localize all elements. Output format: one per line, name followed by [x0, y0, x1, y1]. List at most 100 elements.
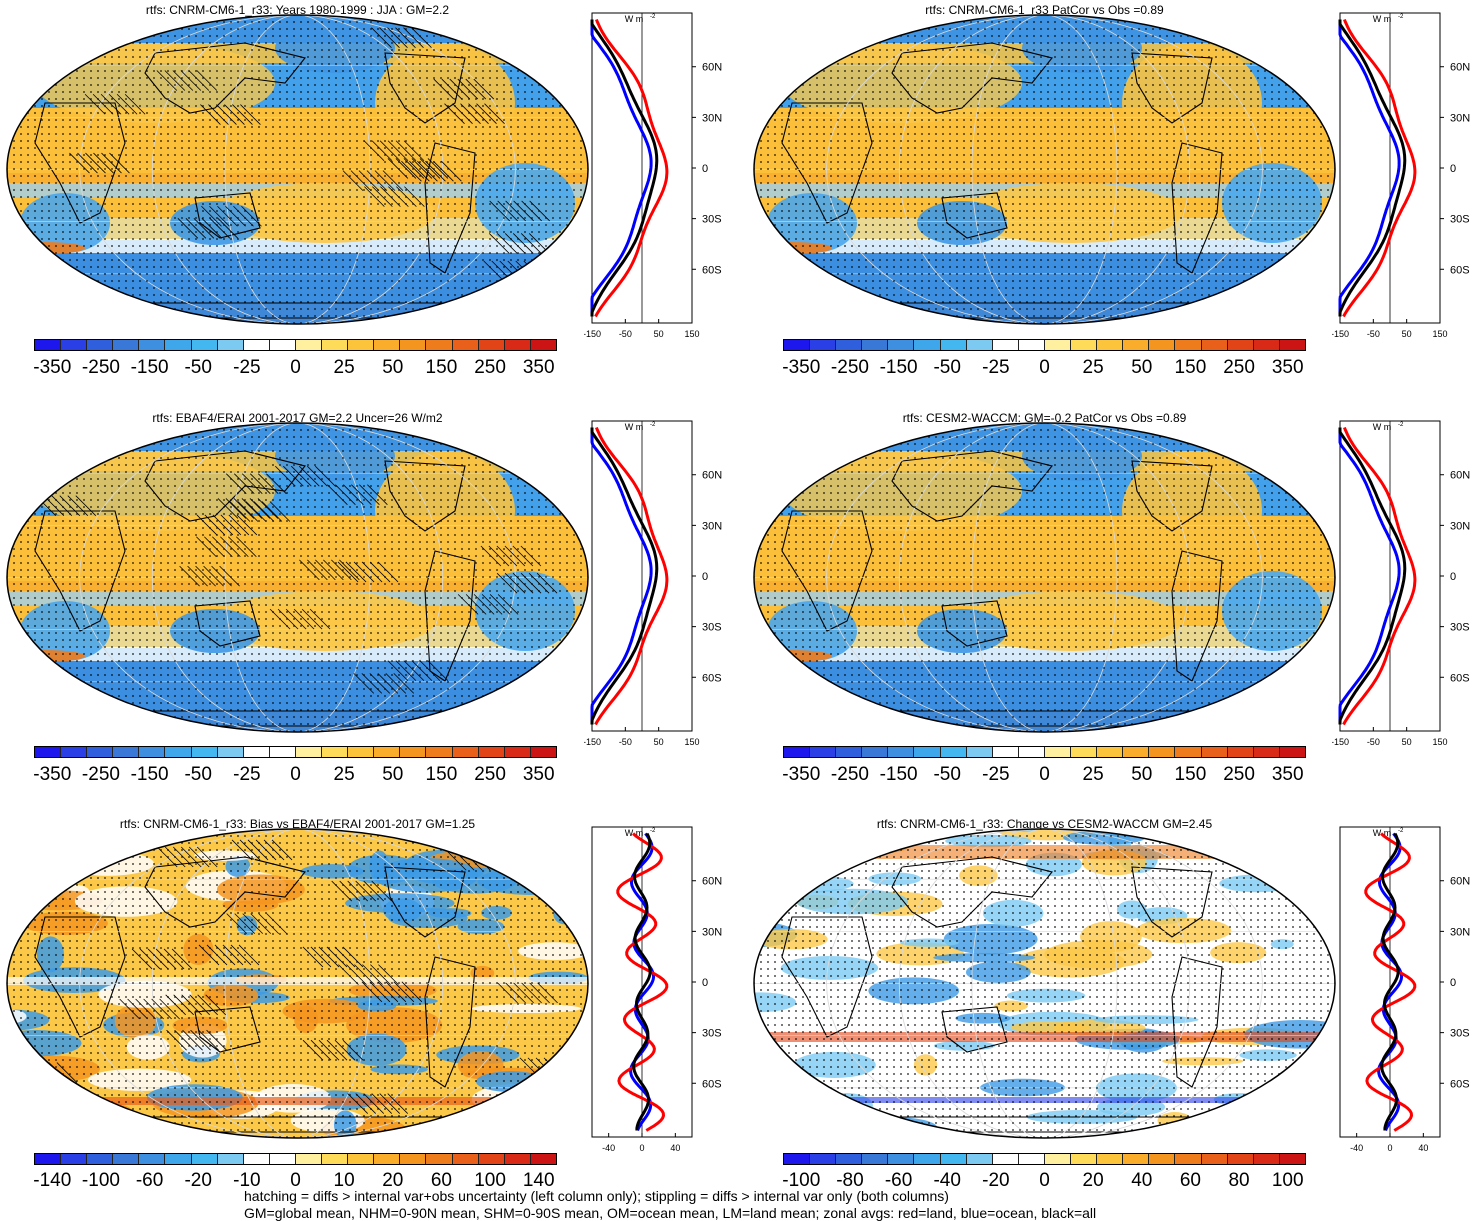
latitude-tick-label: 30S — [702, 1028, 722, 1040]
latitude-tick-label: 0 — [1450, 163, 1456, 175]
latitude-tick-label: 0 — [702, 977, 708, 989]
zonal-land-curve — [1364, 832, 1417, 1132]
colorbar-swatch — [1175, 1154, 1202, 1164]
zonal-land-curve — [594, 18, 669, 318]
colorbar-swatch — [426, 1154, 453, 1164]
colorbar-swatch — [862, 1154, 889, 1164]
colorbar-tick-label: -250 — [81, 764, 120, 785]
latitude-tick-label: 60S — [1450, 264, 1470, 276]
colorbar-swatch — [217, 1154, 244, 1164]
colorbar-tick-label: -150 — [130, 357, 169, 378]
global-map — [6, 828, 589, 1139]
zonal-tick-label: 0 — [1387, 1143, 1392, 1153]
colorbar-swatch — [862, 747, 889, 757]
colorbar-swatch — [862, 340, 889, 350]
colorbar-tick-label: 10 — [333, 1170, 355, 1191]
latitude-tick-label: 0 — [702, 163, 708, 175]
colorbar-swatch — [966, 340, 993, 350]
colorbar-swatch — [35, 1154, 62, 1164]
colorbar — [34, 1153, 557, 1165]
colorbar-swatch — [992, 340, 1019, 350]
colorbar-swatch — [1018, 747, 1045, 757]
colorbar-swatch — [784, 1154, 811, 1164]
colorbar-swatch — [888, 340, 915, 350]
colorbar-swatch — [452, 1154, 479, 1164]
latitude-tick-label: 60S — [702, 672, 722, 684]
colorbar-swatch — [87, 340, 114, 350]
colorbar-tick-label: 350 — [522, 764, 555, 785]
colorbar-tick-label: 0 — [1039, 764, 1050, 785]
colorbar-swatch — [374, 1154, 401, 1164]
colorbar-swatch — [504, 1154, 531, 1164]
colorbar-swatch — [478, 340, 505, 350]
zonal-tick-label: 50 — [654, 329, 664, 339]
colorbar-swatch — [87, 747, 114, 757]
colorbar-swatch — [1123, 1154, 1150, 1164]
colorbar-swatch — [1097, 1154, 1124, 1164]
latitude-tick-label: 60N — [702, 470, 722, 482]
latitude-tick-label: 30S — [702, 214, 722, 226]
colorbar-swatch — [1201, 1154, 1228, 1164]
colorbar-swatch — [940, 1154, 967, 1164]
latitude-tick-label: 0 — [1450, 977, 1456, 989]
colorbar-swatch — [914, 747, 941, 757]
caption-line-2: GM=global mean, NHM=0-90N mean, SHM=0-90… — [244, 1205, 1097, 1221]
colorbar-tick-label: 60 — [430, 1170, 452, 1191]
zonal-tick-label: -150 — [584, 329, 601, 339]
colorbar-swatch — [426, 340, 453, 350]
latitude-tick-label: 30N — [1450, 520, 1470, 532]
zonal-tick-label: -40 — [602, 1143, 615, 1153]
colorbar-tick-label: 250 — [1223, 357, 1255, 378]
colorbar-tick-label: 250 — [1223, 764, 1255, 785]
colorbar-tick-label: -250 — [830, 764, 869, 785]
colorbar-tick-label: 350 — [522, 357, 555, 378]
colorbar-swatch — [322, 340, 349, 350]
colorbar-swatch — [243, 1154, 270, 1164]
colorbar-swatch — [478, 1154, 505, 1164]
global-map — [6, 422, 589, 733]
caption-line-1: hatching = diffs > internal var+obs unce… — [244, 1188, 949, 1204]
colorbar-swatch — [322, 747, 349, 757]
colorbar-tick-label: 0 — [290, 764, 301, 785]
zonal-land-curve — [594, 426, 669, 726]
colorbar-tick-label: 150 — [1174, 357, 1207, 378]
colorbar-tick-label: 350 — [1271, 357, 1304, 378]
colorbar-swatch — [1097, 340, 1124, 350]
zonal-units-exponent: -2 — [650, 828, 656, 834]
zonal-all-curve — [590, 19, 659, 317]
colorbar-swatch — [269, 747, 296, 757]
colorbar-swatch — [113, 747, 140, 757]
zonal-all-curve — [1380, 832, 1400, 1131]
latitude-tick-label: 60S — [702, 264, 722, 276]
colorbar-swatch — [888, 747, 915, 757]
colorbar-tick-label: -25 — [233, 357, 261, 378]
colorbar-swatch — [1279, 340, 1305, 350]
zonal-mean-plot: W m -2 60N 30N 0 30S 60S -150 -50 50 150 — [584, 420, 722, 747]
colorbar-swatch — [400, 747, 427, 757]
colorbar-swatch — [35, 340, 62, 350]
zonal-tick-label: -50 — [619, 737, 632, 747]
colorbar-swatch — [1044, 747, 1072, 757]
zonal-tick-label: -150 — [584, 737, 601, 747]
colorbar-swatch — [1253, 340, 1280, 350]
zonal-units: W m — [625, 14, 644, 24]
colorbar-tick-label: 150 — [1174, 764, 1207, 785]
colorbar-swatch — [269, 340, 296, 350]
colorbar — [783, 1153, 1306, 1165]
colorbar-tick-label: -50 — [933, 764, 961, 785]
colorbar — [34, 746, 557, 758]
colorbar-swatch — [113, 1154, 140, 1164]
colorbar-swatch — [191, 340, 218, 350]
colorbar-tick-label: -150 — [130, 764, 169, 785]
colorbar-tick-label: 350 — [1271, 764, 1304, 785]
panel-title: rtfs: EBAF4/ERAI 2001-2017 GM=2.2 Uncer=… — [152, 411, 443, 425]
latitude-tick-label: 30N — [1450, 112, 1470, 124]
colorbar-swatch — [87, 1154, 114, 1164]
colorbar-swatch — [992, 747, 1019, 757]
colorbar-tick-label: -20 — [184, 1170, 212, 1191]
colorbar-swatch — [426, 747, 453, 757]
colorbar-swatch — [504, 747, 531, 757]
colorbar-swatch — [1149, 1154, 1176, 1164]
colorbar-swatch — [836, 340, 863, 350]
